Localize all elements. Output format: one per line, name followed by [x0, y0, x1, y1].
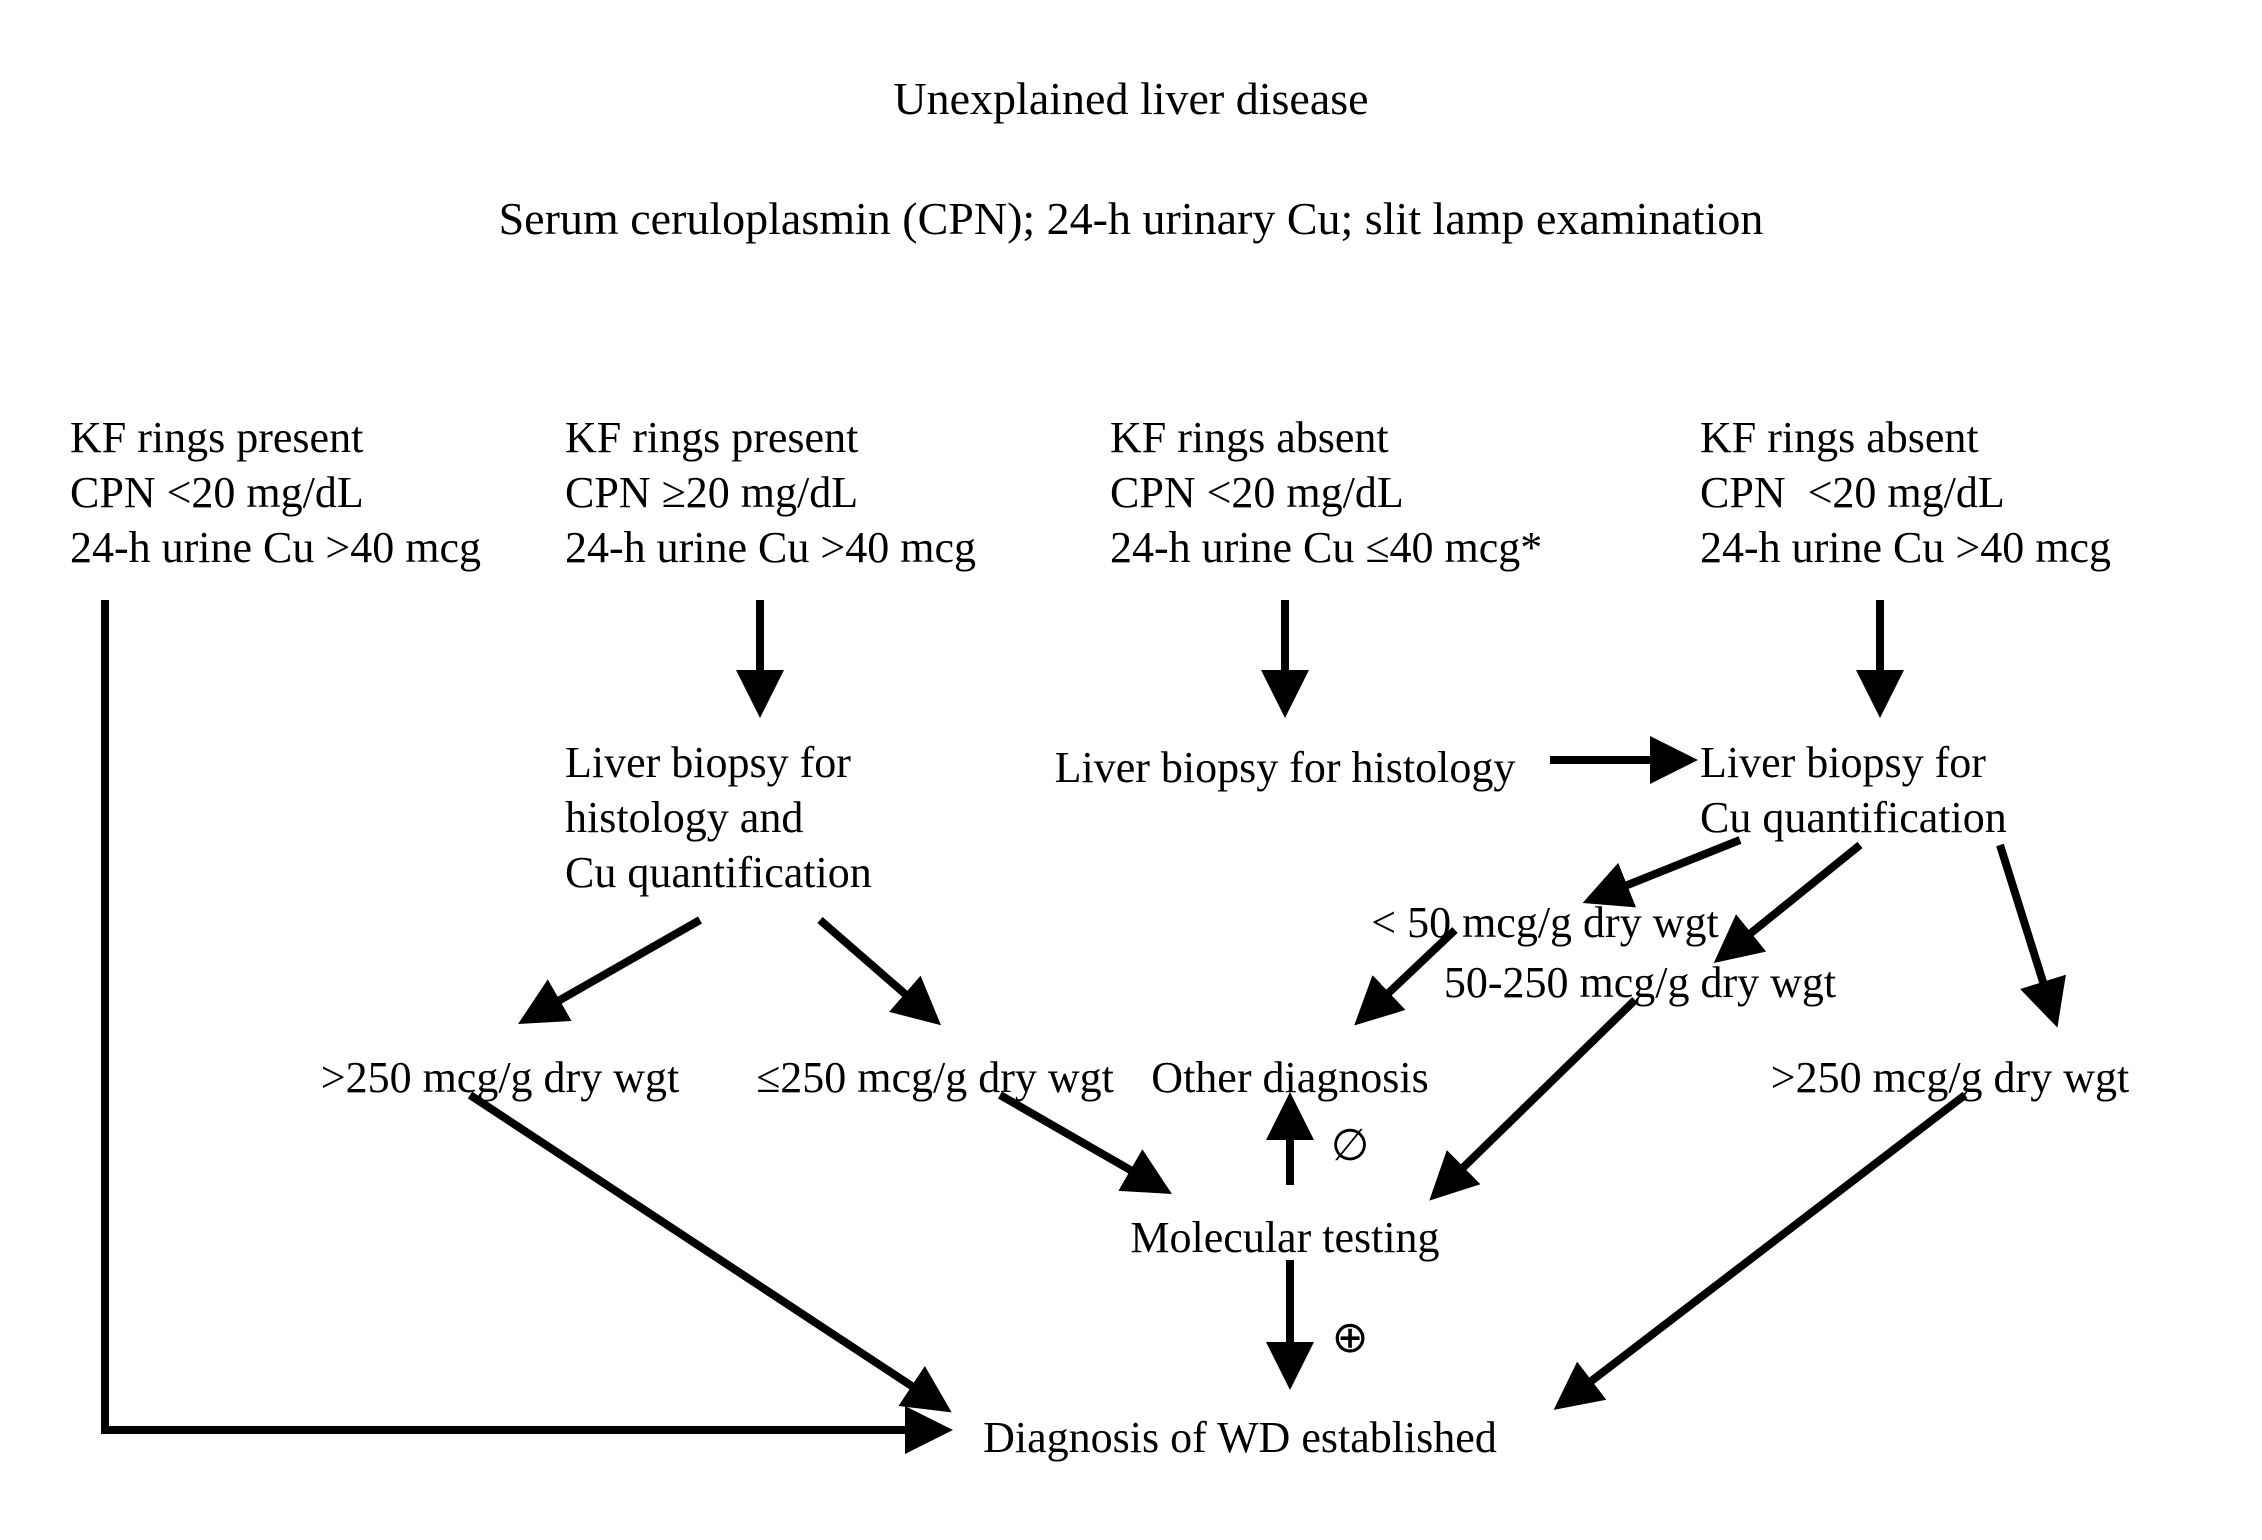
node-colC: KF rings absent CPN <20 mg/dL 24-h urine… — [1110, 410, 1542, 575]
node-wd: Diagnosis of WD established — [0, 1410, 2262, 1465]
edge-biopsyD-lt50 — [1590, 840, 1740, 900]
node-mid50: 50-250 mcg/g dry wgt — [0, 955, 2262, 1010]
flowchart-subtitle: Serum ceruloplasmin (CPN); 24-h urinary … — [0, 190, 2262, 248]
node-lt50: < 50 mcg/g dry wgt — [0, 895, 2262, 950]
node-biopsyD: Liver biopsy for Cu quantification — [1700, 735, 2007, 845]
node-colB: KF rings present CPN ≥20 mg/dL 24-h urin… — [565, 410, 976, 575]
node-plussym: ⊕ — [0, 1310, 2262, 1365]
node-colA: KF rings present CPN <20 mg/dL 24-h urin… — [70, 410, 481, 575]
flowchart-canvas: Unexplained liver disease Serum cerulopl… — [0, 0, 2262, 1540]
node-nullsym: ∅ — [0, 1118, 2262, 1173]
node-gt250R: >250 mcg/g dry wgt — [0, 1050, 2262, 1105]
node-moltest: Molecular testing — [0, 1210, 2262, 1265]
edge-colA-wd — [105, 600, 945, 1430]
flowchart-title: Unexplained liver disease — [0, 70, 2262, 128]
node-colD: KF rings absent CPN <20 mg/dL 24-h urine… — [1700, 410, 2111, 575]
